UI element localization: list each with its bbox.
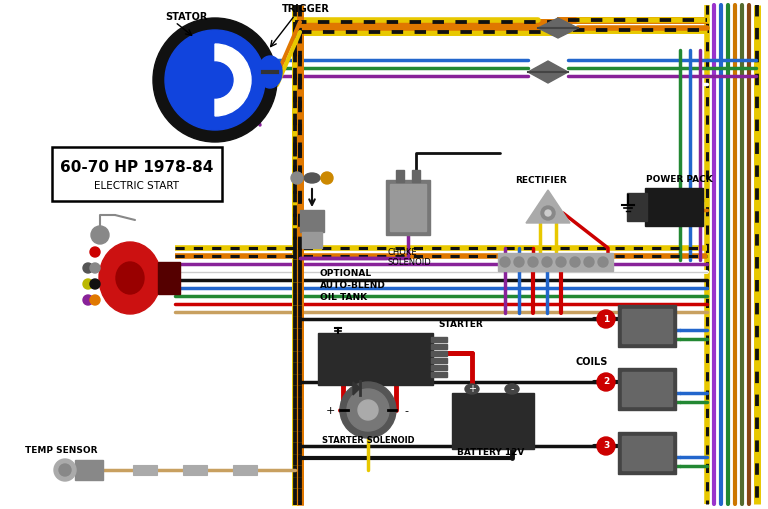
Circle shape	[321, 172, 333, 184]
Bar	[302, 232, 322, 248]
Circle shape	[83, 295, 93, 305]
Text: CHOKE
SOLENOID: CHOKE SOLENOID	[388, 248, 432, 267]
Bar	[452, 393, 534, 449]
Polygon shape	[528, 61, 568, 83]
Bar	[431, 358, 447, 363]
Bar	[318, 333, 433, 385]
Ellipse shape	[99, 242, 161, 314]
Ellipse shape	[258, 56, 282, 88]
Text: -: -	[404, 406, 408, 416]
Circle shape	[59, 464, 71, 476]
Bar	[386, 180, 430, 235]
Circle shape	[597, 373, 615, 391]
Text: STARTER: STARTER	[438, 320, 483, 329]
Text: TRIGGER: TRIGGER	[282, 4, 330, 14]
Circle shape	[545, 210, 551, 216]
Bar	[498, 253, 613, 271]
Bar	[645, 188, 703, 226]
Text: TEMP SENSOR: TEMP SENSOR	[25, 446, 98, 455]
Circle shape	[165, 30, 265, 130]
Circle shape	[197, 62, 233, 98]
Circle shape	[90, 263, 100, 273]
Bar	[627, 193, 647, 221]
Bar	[396, 170, 404, 182]
Text: STATOR: STATOR	[165, 12, 207, 22]
Circle shape	[340, 382, 396, 438]
Bar	[183, 465, 207, 475]
Ellipse shape	[304, 173, 320, 183]
Bar	[233, 465, 257, 475]
Circle shape	[514, 257, 524, 267]
Ellipse shape	[116, 262, 144, 294]
Text: 1: 1	[603, 315, 609, 324]
Bar	[390, 184, 426, 231]
Ellipse shape	[465, 384, 479, 394]
Text: BATTERY 12V: BATTERY 12V	[457, 448, 525, 457]
Circle shape	[291, 172, 303, 184]
Bar	[133, 465, 157, 475]
Text: -: -	[510, 384, 514, 394]
Bar	[618, 368, 676, 410]
Text: COILS: COILS	[576, 357, 608, 367]
Circle shape	[542, 257, 552, 267]
Bar	[431, 372, 447, 377]
Circle shape	[597, 310, 615, 328]
Text: +: +	[468, 384, 476, 394]
Bar	[431, 351, 447, 356]
Circle shape	[597, 437, 615, 455]
Circle shape	[584, 257, 594, 267]
Circle shape	[541, 206, 555, 220]
Circle shape	[500, 257, 510, 267]
Polygon shape	[538, 18, 578, 38]
Circle shape	[528, 257, 538, 267]
Bar	[158, 262, 180, 294]
Circle shape	[570, 257, 580, 267]
Polygon shape	[353, 382, 360, 395]
Bar	[622, 436, 672, 470]
Circle shape	[83, 263, 93, 273]
Bar	[622, 309, 672, 343]
Text: STARTER SOLENOID: STARTER SOLENOID	[322, 436, 415, 445]
Circle shape	[90, 247, 100, 257]
Text: OPTIONAL
AUTO-BLEND
OIL TANK: OPTIONAL AUTO-BLEND OIL TANK	[320, 269, 386, 302]
Circle shape	[598, 257, 608, 267]
Bar	[431, 344, 447, 349]
Circle shape	[90, 279, 100, 289]
Bar	[618, 305, 676, 347]
Bar	[412, 170, 420, 182]
Circle shape	[153, 18, 277, 142]
Circle shape	[91, 226, 109, 244]
Circle shape	[556, 257, 566, 267]
Text: 2: 2	[603, 378, 609, 386]
Text: POWER PACK: POWER PACK	[646, 175, 713, 184]
Bar	[431, 337, 447, 342]
Circle shape	[83, 279, 93, 289]
Bar	[431, 365, 447, 370]
Text: ELECTRIC START: ELECTRIC START	[94, 181, 180, 191]
Ellipse shape	[505, 384, 519, 394]
Text: RECTIFIER: RECTIFIER	[515, 176, 567, 185]
Circle shape	[90, 295, 100, 305]
FancyBboxPatch shape	[52, 147, 222, 201]
Bar	[75, 460, 103, 480]
Bar	[618, 432, 676, 474]
Bar	[300, 210, 324, 232]
Circle shape	[54, 459, 76, 481]
Circle shape	[358, 400, 378, 420]
Bar	[622, 372, 672, 406]
Text: 60-70 HP 1978-84: 60-70 HP 1978-84	[61, 159, 214, 175]
Text: +: +	[326, 406, 335, 416]
Polygon shape	[526, 190, 570, 223]
Circle shape	[347, 389, 389, 431]
Text: 3: 3	[603, 441, 609, 450]
Wedge shape	[215, 44, 251, 116]
